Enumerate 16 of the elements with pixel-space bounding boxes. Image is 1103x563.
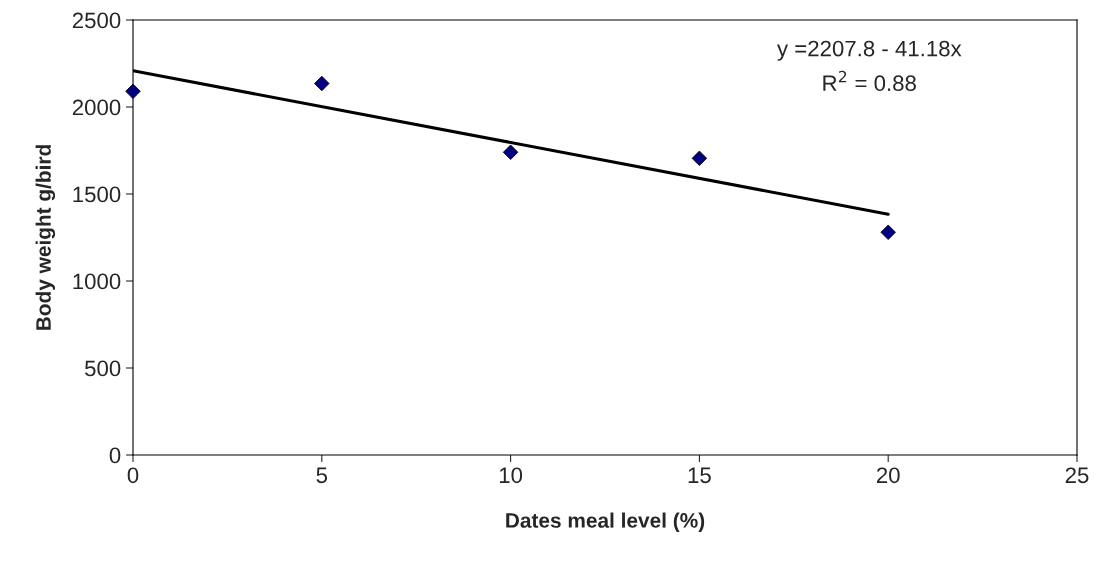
y-tick-label: 0: [109, 447, 121, 464]
x-tick-label: 15: [688, 467, 711, 484]
annotation: R$^{2}$ = 0.88: [823, 70, 916, 92]
y-tick-label: 2500: [72, 12, 121, 29]
annotation: y =2207.8 - 41.18x: [777, 40, 962, 61]
y-tick-label: 2000: [72, 99, 121, 116]
x-axis-title: Dates meal level (%): [506, 512, 705, 532]
x-tick-label: 20: [876, 467, 900, 484]
x-tick-label: 25: [1065, 467, 1089, 484]
y-axis-title: Body weight g/bird: [35, 145, 56, 330]
y-tick-label: 1000: [73, 273, 121, 290]
x-tick-label: 10: [499, 467, 523, 484]
x-tick-label: 5: [316, 467, 328, 484]
y-tick-label: 1500: [73, 186, 121, 203]
y-tick-label: 500: [85, 360, 121, 377]
x-tick-label: 0: [127, 467, 139, 484]
